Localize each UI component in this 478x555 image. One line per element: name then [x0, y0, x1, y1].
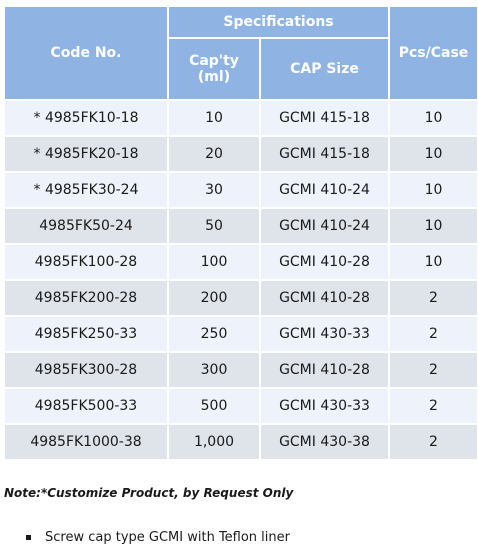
cell-pcs-case: 10: [390, 245, 478, 279]
cell-code: 4985FK500-33: [5, 389, 167, 423]
cell-pcs-case: 10: [390, 173, 478, 207]
note-text: Note:*Customize Product, by Request Only: [4, 486, 294, 500]
cell-code: 4985FK50-24: [5, 209, 167, 243]
table-row: 4985FK200-28 200 GCMI 410-28 2: [5, 281, 478, 315]
table-row: 4985FK250-33 250 GCMI 430-33 2: [5, 317, 478, 351]
cell-capacity: 500: [169, 389, 259, 423]
cell-cap-size: GCMI 410-24: [261, 173, 389, 207]
cell-pcs-case: 10: [390, 209, 478, 243]
cell-cap-size: GCMI 430-38: [261, 425, 389, 459]
cell-capacity: 1,000: [169, 425, 259, 459]
table-row: * 4985FK20-18 20 GCMI 415-18 10: [5, 137, 478, 171]
cell-code: 4985FK250-33: [5, 317, 167, 351]
cell-capacity: 20: [169, 137, 259, 171]
bullet-item: Screw cap type GCMI with Teflon liner: [26, 530, 290, 545]
header-pcs-case: Pcs/Case: [390, 7, 478, 99]
cell-cap-size: GCMI 415-18: [261, 101, 389, 135]
cell-code: * 4985FK20-18: [5, 137, 167, 171]
cell-cap-size: GCMI 410-28: [261, 353, 389, 387]
cell-pcs-case: 2: [390, 353, 478, 387]
spec-table: Code No. Specifications Pcs/Case Cap'ty …: [3, 5, 478, 461]
cell-code: 4985FK1000-38: [5, 425, 167, 459]
cell-capacity: 250: [169, 317, 259, 351]
cell-pcs-case: 2: [390, 389, 478, 423]
cell-pcs-case: 10: [390, 137, 478, 171]
cell-code: 4985FK300-28: [5, 353, 167, 387]
cell-cap-size: GCMI 410-28: [261, 245, 389, 279]
header-capacity: Cap'ty (ml): [169, 39, 259, 99]
cell-capacity: 200: [169, 281, 259, 315]
header-cap-size: CAP Size: [261, 39, 389, 99]
table-body: * 4985FK10-18 10 GCMI 415-18 10 * 4985FK20-1…: [5, 101, 478, 459]
cell-cap-size: GCMI 430-33: [261, 389, 389, 423]
table-row: 4985FK50-24 50 GCMI 410-24 10: [5, 209, 478, 243]
bullet-text: Screw cap type GCMI with Teflon liner: [45, 530, 290, 545]
bullet-square-icon: [26, 535, 31, 540]
cell-capacity: 100: [169, 245, 259, 279]
cell-capacity: 300: [169, 353, 259, 387]
cell-code: * 4985FK10-18: [5, 101, 167, 135]
cell-cap-size: GCMI 410-28: [261, 281, 389, 315]
cell-cap-size: GCMI 410-24: [261, 209, 389, 243]
table-row: 4985FK100-28 100 GCMI 410-28 10: [5, 245, 478, 279]
cell-cap-size: GCMI 415-18: [261, 137, 389, 171]
cell-code: * 4985FK30-24: [5, 173, 167, 207]
table-row: * 4985FK30-24 30 GCMI 410-24 10: [5, 173, 478, 207]
cell-pcs-case: 2: [390, 317, 478, 351]
table-row: 4985FK300-28 300 GCMI 410-28 2: [5, 353, 478, 387]
header-specifications: Specifications: [169, 7, 389, 37]
cell-capacity: 50: [169, 209, 259, 243]
table-row: 4985FK1000-38 1,000 GCMI 430-38 2: [5, 425, 478, 459]
cell-code: 4985FK100-28: [5, 245, 167, 279]
table-row: 4985FK500-33 500 GCMI 430-33 2: [5, 389, 478, 423]
cell-capacity: 30: [169, 173, 259, 207]
cell-code: 4985FK200-28: [5, 281, 167, 315]
table-row: * 4985FK10-18 10 GCMI 415-18 10: [5, 101, 478, 135]
cell-pcs-case: 2: [390, 425, 478, 459]
table-header: Code No. Specifications Pcs/Case Cap'ty …: [5, 7, 478, 99]
cell-cap-size: GCMI 430-33: [261, 317, 389, 351]
cell-capacity: 10: [169, 101, 259, 135]
cell-pcs-case: 10: [390, 101, 478, 135]
header-code: Code No.: [5, 7, 167, 99]
cell-pcs-case: 2: [390, 281, 478, 315]
